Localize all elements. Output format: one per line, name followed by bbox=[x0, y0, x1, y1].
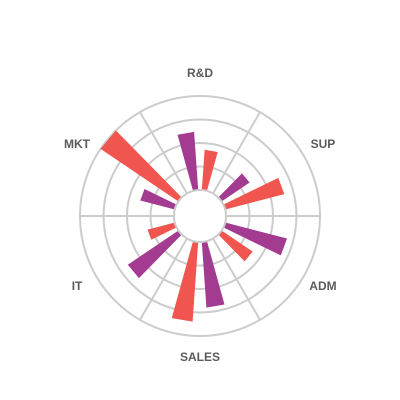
category-label-r-d: R&D bbox=[187, 66, 213, 80]
bar-adm-series-2 bbox=[215, 228, 253, 262]
grid-spoke bbox=[139, 238, 188, 321]
bar-adm-series-1 bbox=[219, 221, 288, 256]
grid-spoke bbox=[139, 111, 188, 194]
grid-spoke bbox=[212, 111, 261, 194]
bar-r-d-series-2 bbox=[201, 149, 218, 195]
bar-r-d-series-1 bbox=[177, 131, 199, 195]
bar-mkt-series-1 bbox=[140, 188, 181, 211]
bar-sup-series-2 bbox=[219, 177, 285, 211]
grid-spoke bbox=[212, 238, 261, 321]
bar-sales-series-1 bbox=[201, 237, 225, 308]
bar-it-series-1 bbox=[127, 228, 185, 279]
category-label-mkt: MKT bbox=[64, 137, 91, 151]
bar-it-series-2 bbox=[147, 221, 181, 240]
category-label-it: IT bbox=[72, 279, 83, 293]
chart-category-labels: R&D SUP ADM SALES IT MKT bbox=[64, 66, 337, 364]
bar-sup-series-1 bbox=[215, 173, 250, 204]
chart-grid bbox=[79, 95, 321, 337]
bar-sales-series-2 bbox=[171, 237, 199, 322]
category-label-sales: SALES bbox=[180, 350, 220, 364]
chart-bars bbox=[100, 130, 288, 322]
chart-center-hole bbox=[173, 189, 227, 243]
category-label-sup: SUP bbox=[311, 137, 336, 151]
bar-mkt-series-2 bbox=[100, 130, 185, 204]
category-label-adm: ADM bbox=[309, 279, 336, 293]
